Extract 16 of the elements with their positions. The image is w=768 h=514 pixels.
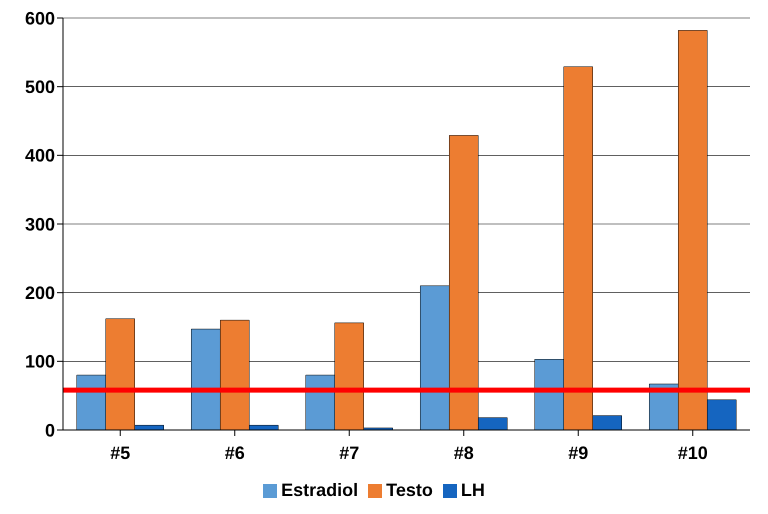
legend-label: Estradiol	[281, 480, 358, 500]
y-tick-label: 600	[24, 8, 55, 28]
y-tick-label: 500	[24, 77, 55, 98]
y-tick-label: 400	[24, 146, 55, 166]
x-tick-label: #8	[454, 442, 474, 463]
x-tick-label: #5	[110, 442, 130, 463]
x-tick-label: #9	[568, 442, 588, 463]
y-tick-label: 300	[24, 214, 55, 234]
x-tick-label: #7	[339, 442, 360, 463]
y-tick-label: 0	[44, 420, 55, 440]
y-tick-label: 100	[24, 352, 55, 372]
legend-label: LH	[460, 480, 485, 500]
x-tick-label: #6	[224, 442, 245, 463]
legend-label: Testo	[386, 480, 433, 500]
y-tick-label: 200	[24, 283, 55, 304]
x-tick-label: #10	[678, 442, 708, 463]
